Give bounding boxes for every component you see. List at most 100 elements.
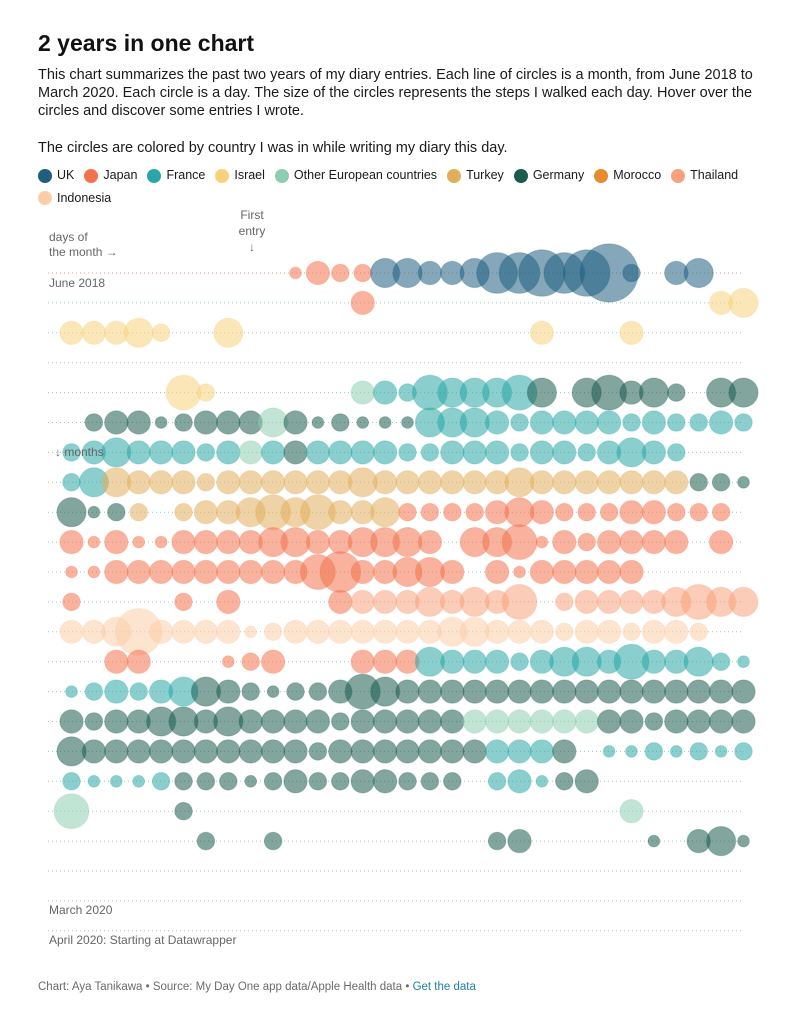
day-circle xyxy=(728,377,759,408)
first-entry-label: entry xyxy=(239,224,266,238)
day-circle xyxy=(510,413,529,432)
day-circle xyxy=(462,679,487,704)
day-circle xyxy=(372,769,398,794)
day-circle xyxy=(462,709,487,734)
day-circle xyxy=(151,772,171,791)
day-circle xyxy=(465,502,485,522)
day-circle xyxy=(555,592,574,612)
first-month-label: June 2018 xyxy=(49,276,105,290)
day-circle xyxy=(59,529,84,555)
day-circle xyxy=(731,709,756,734)
day-circle xyxy=(535,535,549,549)
day-circle xyxy=(619,559,644,585)
day-circle xyxy=(641,470,667,495)
day-circle xyxy=(529,320,555,345)
day-circle xyxy=(154,535,168,549)
day-circle xyxy=(596,679,622,704)
day-circle xyxy=(622,263,641,283)
day-circle xyxy=(529,709,555,734)
day-circle xyxy=(263,831,283,851)
get-data-link[interactable]: Get the data xyxy=(412,981,476,993)
legend: UK Japan France Israel Other European countr… xyxy=(38,166,768,211)
day-circle xyxy=(174,772,193,791)
day-circle xyxy=(619,799,644,824)
day-circle xyxy=(487,772,507,791)
legend-item: Japan xyxy=(84,166,137,185)
day-circle xyxy=(126,739,151,764)
day-circle xyxy=(283,739,308,764)
day-circle xyxy=(619,470,644,495)
day-circle xyxy=(552,470,577,495)
day-circle xyxy=(263,772,283,791)
day-circle xyxy=(241,652,260,672)
day-circle xyxy=(87,535,101,549)
day-circle xyxy=(328,500,353,525)
day-circle xyxy=(350,619,375,644)
day-circle xyxy=(104,559,129,585)
day-circle xyxy=(244,625,258,639)
day-circle xyxy=(171,470,196,495)
months-axis-label: ↓ months xyxy=(55,445,104,459)
day-circle xyxy=(126,559,151,585)
legend-swatch xyxy=(38,191,52,205)
legend-label: Morocco xyxy=(613,168,662,182)
day-circle xyxy=(328,589,353,615)
day-circle xyxy=(462,440,487,465)
day-circle xyxy=(289,266,302,280)
day-circle xyxy=(507,679,532,704)
day-circle xyxy=(241,682,260,701)
day-circle xyxy=(126,470,151,495)
day-circle xyxy=(104,709,129,734)
day-circle xyxy=(196,383,216,402)
day-circle xyxy=(126,649,151,674)
day-circle xyxy=(484,679,510,704)
legend-item: Germany xyxy=(513,166,584,185)
day-circle xyxy=(708,410,734,435)
day-circle xyxy=(664,529,689,555)
day-circle xyxy=(737,834,750,848)
chart-color-note: The circles are colored by country I was… xyxy=(38,140,508,156)
day-circle xyxy=(596,619,622,644)
day-circle xyxy=(555,772,574,791)
day-circle xyxy=(328,739,353,764)
day-circle xyxy=(440,739,465,764)
day-circle xyxy=(686,709,711,734)
day-circle xyxy=(462,649,487,674)
day-circle xyxy=(443,772,462,791)
day-circle xyxy=(148,470,174,495)
day-circle xyxy=(372,739,398,764)
day-circle xyxy=(510,443,529,462)
day-circle xyxy=(574,679,599,704)
day-circle xyxy=(196,831,216,851)
day-circle xyxy=(148,440,174,465)
day-circle xyxy=(599,502,619,522)
legend-label: Other European countries xyxy=(293,168,438,182)
day-circle xyxy=(641,440,667,465)
day-circle xyxy=(174,413,193,432)
day-circle xyxy=(535,774,549,788)
day-circle xyxy=(664,709,689,734)
day-circle xyxy=(641,679,667,704)
day-circle xyxy=(308,772,328,791)
day-circle xyxy=(104,410,129,435)
day-circle xyxy=(266,685,280,698)
legend-item: Turkey xyxy=(447,166,504,185)
legend-label: Turkey xyxy=(466,168,504,182)
day-circle xyxy=(260,559,286,585)
day-circle xyxy=(193,529,219,555)
day-circle xyxy=(87,565,101,579)
day-circle xyxy=(552,529,577,555)
legend-item: Morocco xyxy=(594,166,661,185)
day-circle xyxy=(577,532,597,552)
day-circle xyxy=(529,679,555,704)
day-circle xyxy=(529,410,555,435)
legend-item: Other European countries xyxy=(274,166,438,185)
day-circle xyxy=(731,679,756,704)
day-circle xyxy=(484,559,510,585)
day-circle xyxy=(81,739,107,764)
day-circle xyxy=(689,473,709,492)
day-circle xyxy=(706,826,737,857)
day-circle xyxy=(331,413,350,432)
day-circle xyxy=(328,619,353,644)
day-circle xyxy=(462,739,487,764)
